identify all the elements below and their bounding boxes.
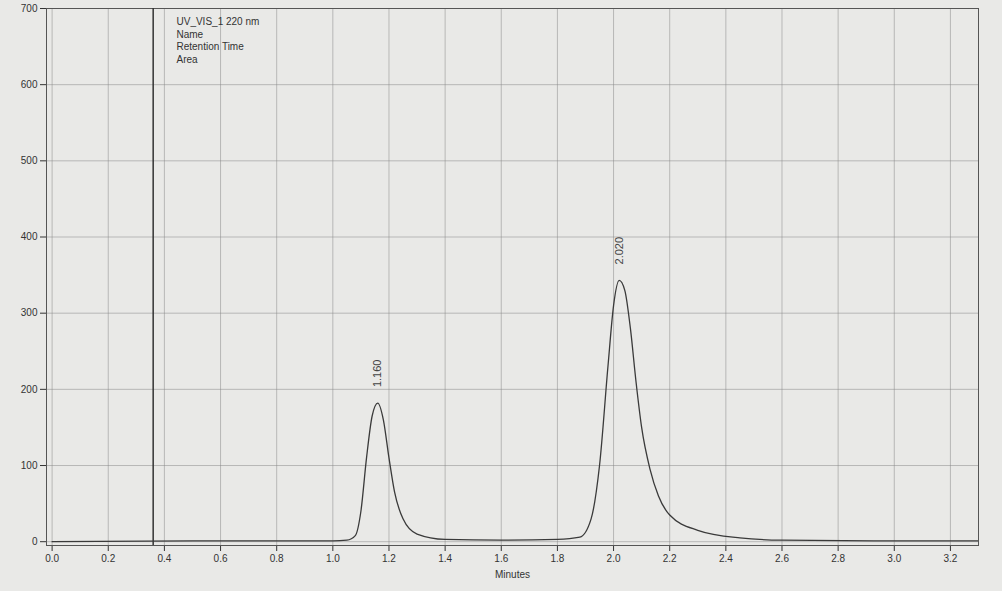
svg-text:2.6: 2.6 bbox=[775, 553, 789, 564]
svg-text:600: 600 bbox=[21, 79, 38, 90]
svg-text:2.8: 2.8 bbox=[831, 553, 845, 564]
svg-text:3.2: 3.2 bbox=[943, 553, 957, 564]
svg-text:0.4: 0.4 bbox=[157, 553, 171, 564]
svg-text:700: 700 bbox=[21, 3, 38, 14]
svg-text:0.0: 0.0 bbox=[45, 553, 59, 564]
svg-text:0: 0 bbox=[32, 536, 38, 547]
svg-text:300: 300 bbox=[21, 307, 38, 318]
svg-text:1.2: 1.2 bbox=[382, 553, 396, 564]
svg-text:0.6: 0.6 bbox=[214, 553, 228, 564]
svg-text:2.020: 2.020 bbox=[613, 237, 625, 265]
svg-text:200: 200 bbox=[21, 384, 38, 395]
svg-text:1.8: 1.8 bbox=[550, 553, 564, 564]
svg-text:0.2: 0.2 bbox=[101, 553, 115, 564]
svg-text:2.0: 2.0 bbox=[607, 553, 621, 564]
svg-text:2.4: 2.4 bbox=[719, 553, 733, 564]
svg-text:0.8: 0.8 bbox=[270, 553, 284, 564]
svg-text:3.0: 3.0 bbox=[887, 553, 901, 564]
svg-text:1.6: 1.6 bbox=[494, 553, 508, 564]
svg-text:1.4: 1.4 bbox=[438, 553, 452, 564]
svg-text:1.160: 1.160 bbox=[371, 360, 383, 388]
svg-text:1.0: 1.0 bbox=[326, 553, 340, 564]
svg-text:400: 400 bbox=[21, 231, 38, 242]
svg-text:100: 100 bbox=[21, 460, 38, 471]
svg-text:UV_VIS_1 220 nmNameRetention T: UV_VIS_1 220 nmNameRetention TimeArea bbox=[177, 16, 260, 65]
svg-text:2.2: 2.2 bbox=[663, 553, 677, 564]
svg-text:500: 500 bbox=[21, 155, 38, 166]
svg-text:Minutes: Minutes bbox=[495, 569, 530, 580]
